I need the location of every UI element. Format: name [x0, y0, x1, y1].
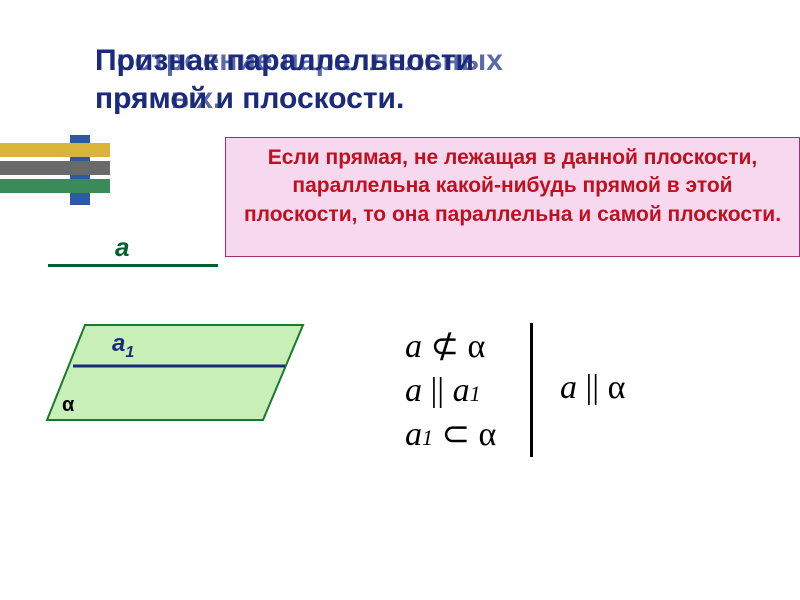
decor-bar-yellow	[0, 143, 110, 157]
p3-rel: ⊂	[442, 416, 471, 453]
p1-rel: ⊄	[431, 328, 460, 365]
line-a1-label: a1	[112, 330, 134, 362]
p1-alpha: α	[468, 328, 486, 365]
p3-sub: 1	[422, 425, 433, 450]
p3-alpha: α	[479, 416, 497, 453]
math-statement: a ⊄ α a || a1 a1 ⊂ α a || α	[405, 325, 755, 455]
premise-1: a ⊄ α	[405, 325, 496, 369]
p3-a: a	[405, 416, 422, 453]
theorem-box: Если прямая, не лежащая в данной плоскос…	[225, 137, 800, 257]
math-conclusion: a || α	[560, 369, 625, 407]
title-front-line1: Признак параллельности	[95, 44, 474, 77]
decor-bars	[0, 135, 110, 215]
a1-subscript: 1	[125, 344, 134, 361]
line-a	[48, 264, 218, 267]
p2-b: a	[453, 372, 470, 409]
plane-polygon	[47, 325, 303, 420]
p2-sub: 1	[470, 381, 481, 406]
concl-alpha: α	[608, 369, 626, 406]
concl-rel: ||	[586, 369, 600, 406]
a1-letter: a	[112, 330, 125, 357]
p2-a: a	[405, 372, 422, 409]
p2-rel: ||	[431, 372, 445, 409]
title-front: Признак параллельности прямой и плоскост…	[95, 42, 474, 117]
line-a-label: a	[115, 232, 129, 263]
concl-a: a	[560, 369, 577, 406]
decor-bar-green	[0, 179, 110, 193]
premise-2: a || a1	[405, 369, 496, 413]
math-premises: a ⊄ α a || a1 a1 ⊂ α	[405, 325, 496, 458]
theorem-text: Если прямая, не лежащая в данной плоскос…	[244, 146, 781, 226]
math-brace	[530, 323, 533, 457]
plane-alpha	[45, 320, 295, 420]
title-front-line2: прямой и плоскости.	[95, 82, 404, 115]
premise-3: a1 ⊂ α	[405, 413, 496, 457]
plane-svg	[45, 320, 310, 428]
plane-alpha-label: α	[62, 394, 74, 417]
p1-a: a	[405, 328, 422, 365]
decor-bar-gray	[0, 161, 110, 175]
